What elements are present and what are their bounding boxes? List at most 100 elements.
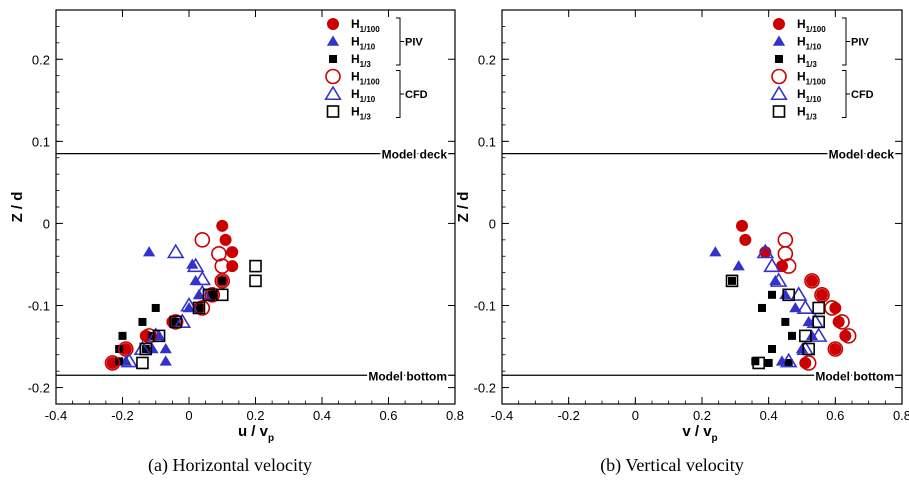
model-deck-label: Model deck [829, 148, 895, 162]
data-point [139, 342, 153, 356]
data-point [789, 301, 802, 313]
legend-marker [329, 55, 337, 63]
legend-marker [772, 35, 786, 46]
legend-marker [775, 55, 783, 63]
data-point [215, 288, 229, 302]
legend-label-main: H [797, 17, 806, 31]
data-point [840, 328, 857, 344]
x-tick-label: -0.4 [45, 408, 67, 423]
data-point [752, 356, 765, 370]
data-point [816, 288, 828, 301]
data-point [799, 329, 812, 343]
legend-label-sub: 1/10 [360, 43, 376, 52]
legend-label-sub: 1/100 [806, 78, 827, 87]
y-axis-title: Z / d [9, 192, 26, 223]
y-tick-label: 0.2 [478, 52, 496, 67]
data-point [777, 232, 794, 248]
data-point [218, 276, 227, 285]
legend-label-sub: 1/10 [806, 95, 822, 104]
legend-marker [770, 85, 788, 101]
data-point [180, 296, 198, 312]
legend-label-sub: 1/10 [360, 95, 376, 104]
legend-label: H1/10 [351, 87, 376, 104]
legend-marker [327, 18, 339, 30]
x-axis-title: v / vp [682, 423, 717, 444]
model-bottom-label: Model bottom [815, 369, 894, 383]
data-point [208, 290, 217, 299]
data-point [725, 274, 739, 288]
data-point [118, 341, 134, 357]
series-triangle-open [756, 243, 828, 368]
legend-group-label: PIV [405, 37, 423, 49]
panel-a: -0.4 -0.2 0 0.2 0.4 0.6 0.8 -0.2 -0.1 0 0.1 0.2 Mode… [9, 9, 464, 476]
data-point [159, 343, 172, 354]
data-point [827, 341, 844, 357]
data-point [758, 303, 766, 312]
x-tick-label: 0.4 [760, 408, 778, 423]
data-point [769, 272, 788, 287]
legend-label: H1/100 [797, 70, 826, 87]
legend-label: H1/3 [351, 52, 371, 69]
data-point [809, 327, 828, 342]
legend-label: H1/10 [351, 35, 376, 52]
legend-label-sub: 1/100 [360, 25, 381, 34]
data-point [768, 290, 776, 299]
data-point [202, 288, 216, 302]
legend-bracket [396, 70, 401, 118]
y-tick-label: 0.1 [478, 134, 496, 149]
x-tick-label: 0.8 [893, 408, 909, 423]
data-point [779, 288, 792, 300]
legend-group-label: CFD [851, 89, 874, 101]
data-point [249, 274, 262, 288]
legend-label-main: H [351, 87, 360, 101]
data-point [136, 356, 149, 370]
data-point [806, 274, 818, 287]
legend-label-main: H [351, 52, 360, 66]
data-point [146, 343, 159, 354]
legend-bracket [842, 17, 847, 66]
legend-label-sub: 1/100 [806, 25, 827, 34]
x-axis-title-main: v / v [682, 423, 712, 440]
legend-label-main: H [797, 35, 806, 49]
data-point [784, 358, 793, 367]
data-point [226, 246, 239, 259]
data-point [800, 355, 817, 371]
series-circle-open [777, 232, 857, 371]
legend-label-sub: 1/10 [806, 43, 822, 52]
y-tick-label: -0.2 [28, 381, 50, 396]
x-axis-title-sub: p [268, 433, 274, 444]
plot-frame [501, 9, 903, 405]
y-tick-label: 0 [43, 216, 50, 231]
x-tick-label: 0 [185, 408, 192, 423]
series-circle-open [104, 232, 231, 371]
data-point [138, 317, 147, 326]
legend-label-main: H [797, 70, 806, 84]
data-point [152, 329, 166, 343]
legend-marker [325, 68, 341, 85]
data-point [763, 257, 781, 273]
data-point [834, 314, 850, 330]
panel-b: -0.4 -0.2 0 0.2 0.4 0.6 0.8 -0.2 -0.1 0 0.1 0.2 Mode… [455, 9, 909, 476]
x-axis-title-sub: p [712, 433, 718, 444]
data-point [728, 276, 736, 285]
data-point [169, 315, 182, 329]
x-tick-label: 0.8 [446, 408, 464, 423]
y-tick-label: 0 [489, 216, 496, 231]
legend-label: H1/100 [351, 70, 380, 87]
data-point [709, 246, 722, 257]
legend-marker [773, 18, 785, 30]
data-point [764, 358, 773, 367]
data-point [732, 260, 745, 271]
data-point [204, 287, 221, 303]
legend-label-main: H [351, 105, 360, 119]
panel-caption: (b) Vertical velocity [600, 455, 744, 476]
legend-label-sub: 1/100 [360, 78, 381, 87]
data-point [192, 301, 206, 315]
legend-label-main: H [797, 87, 806, 101]
series-circle-filled [106, 219, 239, 369]
data-point [159, 355, 172, 366]
legend-label: H1/3 [797, 52, 817, 69]
